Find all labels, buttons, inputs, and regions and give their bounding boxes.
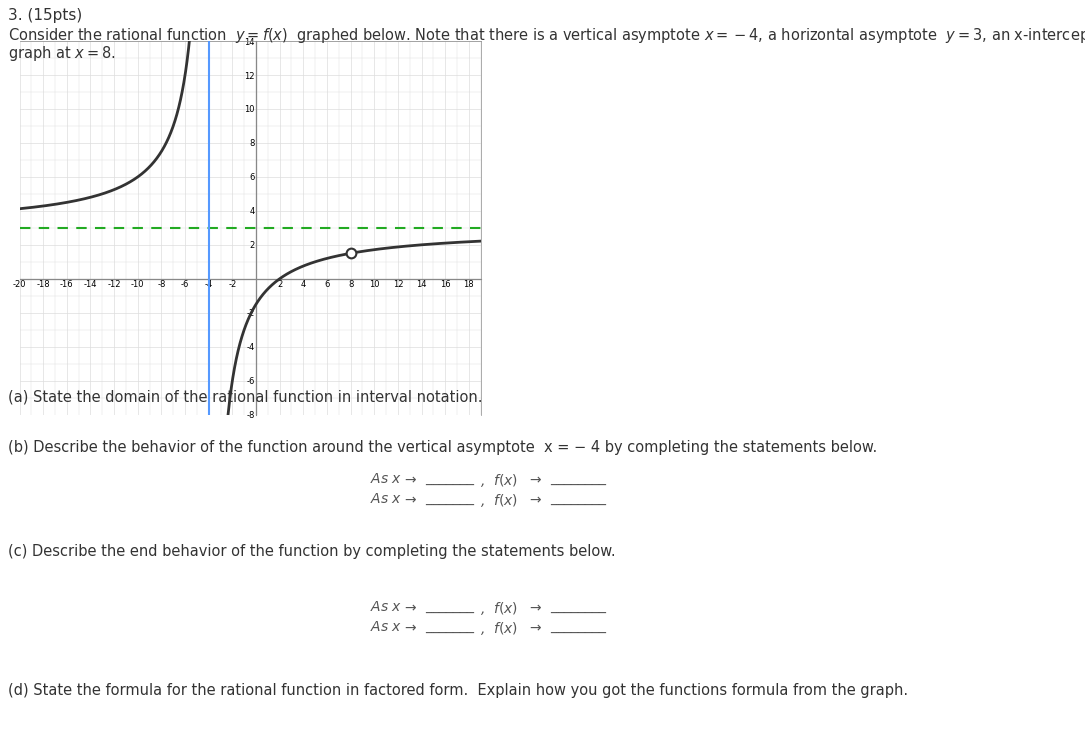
Text: Consider the rational function  $y=f(x)$  graphed below. Note that there is a ve: Consider the rational function $y=f(x)$ … (8, 26, 1085, 45)
Text: ,  $f(x)$: , $f(x)$ (480, 472, 518, 489)
Text: (b) Describe the behavior of the function around the vertical asymptote  x = − 4: (b) Describe the behavior of the functio… (8, 440, 878, 455)
Text: _______: _______ (425, 600, 474, 614)
Text: $\rightarrow$: $\rightarrow$ (403, 600, 418, 614)
Text: As $x$: As $x$ (370, 620, 403, 634)
Text: As $x$: As $x$ (370, 600, 403, 614)
Text: _______: _______ (425, 620, 474, 634)
Text: _______: _______ (425, 492, 474, 506)
Text: ,  $f(x)$: , $f(x)$ (480, 492, 518, 509)
Text: $\rightarrow$: $\rightarrow$ (403, 492, 418, 506)
Text: ________: ________ (550, 472, 607, 486)
Text: graph at $x=8$.: graph at $x=8$. (8, 44, 116, 63)
Text: ,  $f(x)$: , $f(x)$ (480, 600, 518, 617)
Text: $\rightarrow$: $\rightarrow$ (527, 620, 542, 634)
Text: $\rightarrow$: $\rightarrow$ (527, 472, 542, 486)
Text: ________: ________ (550, 600, 607, 614)
Text: (c) Describe the end behavior of the function by completing the statements below: (c) Describe the end behavior of the fun… (8, 544, 615, 559)
Text: $\rightarrow$: $\rightarrow$ (403, 620, 418, 634)
Text: ________: ________ (550, 492, 607, 506)
Text: (d) State the formula for the rational function in factored form.  Explain how y: (d) State the formula for the rational f… (8, 683, 908, 698)
Text: As $x$: As $x$ (370, 492, 403, 506)
Text: (a) State the domain of the rational function in interval notation.: (a) State the domain of the rational fun… (8, 390, 483, 405)
Text: $\rightarrow$: $\rightarrow$ (403, 472, 418, 486)
Text: _______: _______ (425, 472, 474, 486)
Text: ,  $f(x)$: , $f(x)$ (480, 620, 518, 637)
Text: 3. (15pts): 3. (15pts) (8, 8, 82, 23)
Text: $\rightarrow$: $\rightarrow$ (527, 492, 542, 506)
Text: $\rightarrow$: $\rightarrow$ (527, 600, 542, 614)
Text: As $x$: As $x$ (370, 472, 403, 486)
Text: ________: ________ (550, 620, 607, 634)
